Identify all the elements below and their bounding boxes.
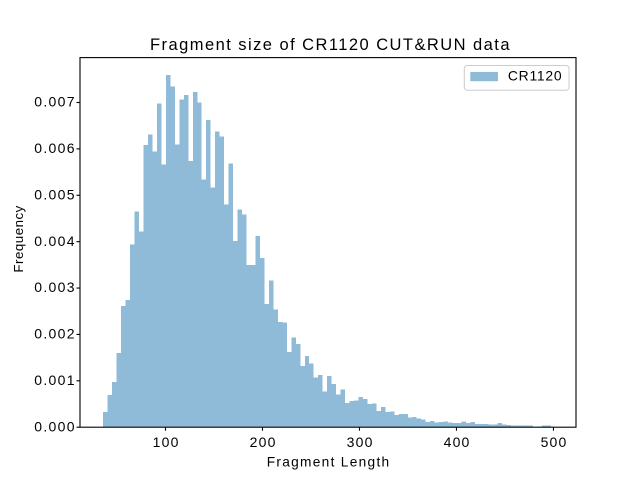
- svg-text:200: 200: [250, 434, 277, 450]
- svg-text:300: 300: [347, 434, 374, 450]
- svg-text:0.000: 0.000: [34, 418, 76, 434]
- svg-text:500: 500: [541, 434, 568, 450]
- svg-text:0.006: 0.006: [34, 140, 76, 156]
- svg-text:Fragment Length: Fragment Length: [267, 455, 391, 470]
- svg-text:CR1120: CR1120: [508, 68, 562, 84]
- svg-text:Frequency: Frequency: [11, 205, 26, 272]
- svg-text:400: 400: [444, 434, 471, 450]
- svg-text:0.004: 0.004: [34, 233, 76, 249]
- svg-text:0.002: 0.002: [34, 326, 76, 342]
- svg-text:100: 100: [153, 434, 180, 450]
- svg-text:0.001: 0.001: [34, 372, 76, 388]
- svg-text:Fragment size of CR1120 CUT&RU: Fragment size of CR1120 CUT&RUN data: [150, 36, 511, 54]
- svg-text:0.003: 0.003: [34, 279, 76, 295]
- svg-text:0.005: 0.005: [34, 186, 76, 202]
- svg-text:0.007: 0.007: [34, 94, 76, 110]
